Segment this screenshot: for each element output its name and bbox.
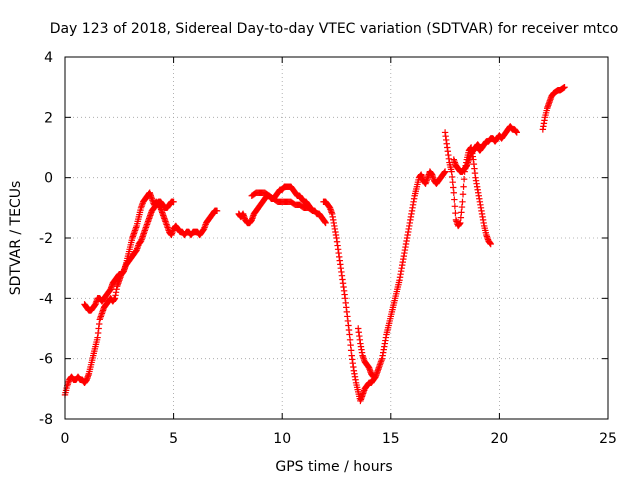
data-point — [459, 198, 466, 205]
data-series — [355, 325, 377, 380]
data-series — [474, 123, 520, 154]
data-series — [81, 198, 177, 314]
x-tick-label: 25 — [599, 431, 617, 447]
x-tick-label: 0 — [61, 431, 70, 447]
x-axis-label: GPS time / hours — [275, 459, 392, 475]
x-tick-label: 15 — [382, 431, 400, 447]
data-series — [61, 189, 221, 399]
data-point — [460, 183, 467, 190]
y-tick-label: 0 — [44, 171, 53, 187]
x-tick-label: 10 — [273, 431, 291, 447]
y-tick-label: -6 — [39, 352, 53, 368]
grid — [65, 57, 608, 419]
data-point — [170, 198, 177, 205]
y-tick-label: 4 — [44, 50, 53, 66]
y-tick-label: -8 — [39, 412, 53, 428]
y-tick-label: -2 — [39, 231, 53, 247]
data-series — [441, 129, 494, 248]
data-points — [61, 83, 568, 405]
chart-title: Day 123 of 2018, Sidereal Day-to-day VTE… — [50, 21, 619, 37]
data-series — [450, 141, 486, 175]
data-point — [452, 209, 459, 217]
data-series — [248, 189, 316, 215]
data-point — [459, 191, 467, 198]
y-axis-label: SDTVAR / TECUs — [8, 181, 24, 296]
data-point — [450, 189, 457, 196]
data-point — [460, 175, 468, 183]
data-series — [320, 168, 449, 405]
data-point — [441, 168, 449, 175]
data-point — [322, 219, 329, 227]
x-tick-label: 20 — [490, 431, 508, 447]
data-point — [487, 240, 494, 248]
y-tick-label: 2 — [44, 110, 53, 126]
data-point — [309, 207, 316, 215]
data-point — [451, 203, 459, 210]
data-point — [370, 373, 377, 380]
axis-ticks: 0 5 10 15 20 25 -8 -6 -4 -2 0 2 4 — [39, 50, 617, 447]
x-tick-label: 5 — [169, 431, 178, 447]
data-series — [539, 83, 568, 133]
data-point — [213, 207, 221, 215]
data-point — [451, 196, 458, 203]
data-point — [561, 83, 568, 91]
data-point — [513, 129, 520, 136]
y-tick-label: -4 — [39, 291, 53, 307]
plot-frame — [64, 56, 609, 420]
data-point — [308, 206, 315, 214]
